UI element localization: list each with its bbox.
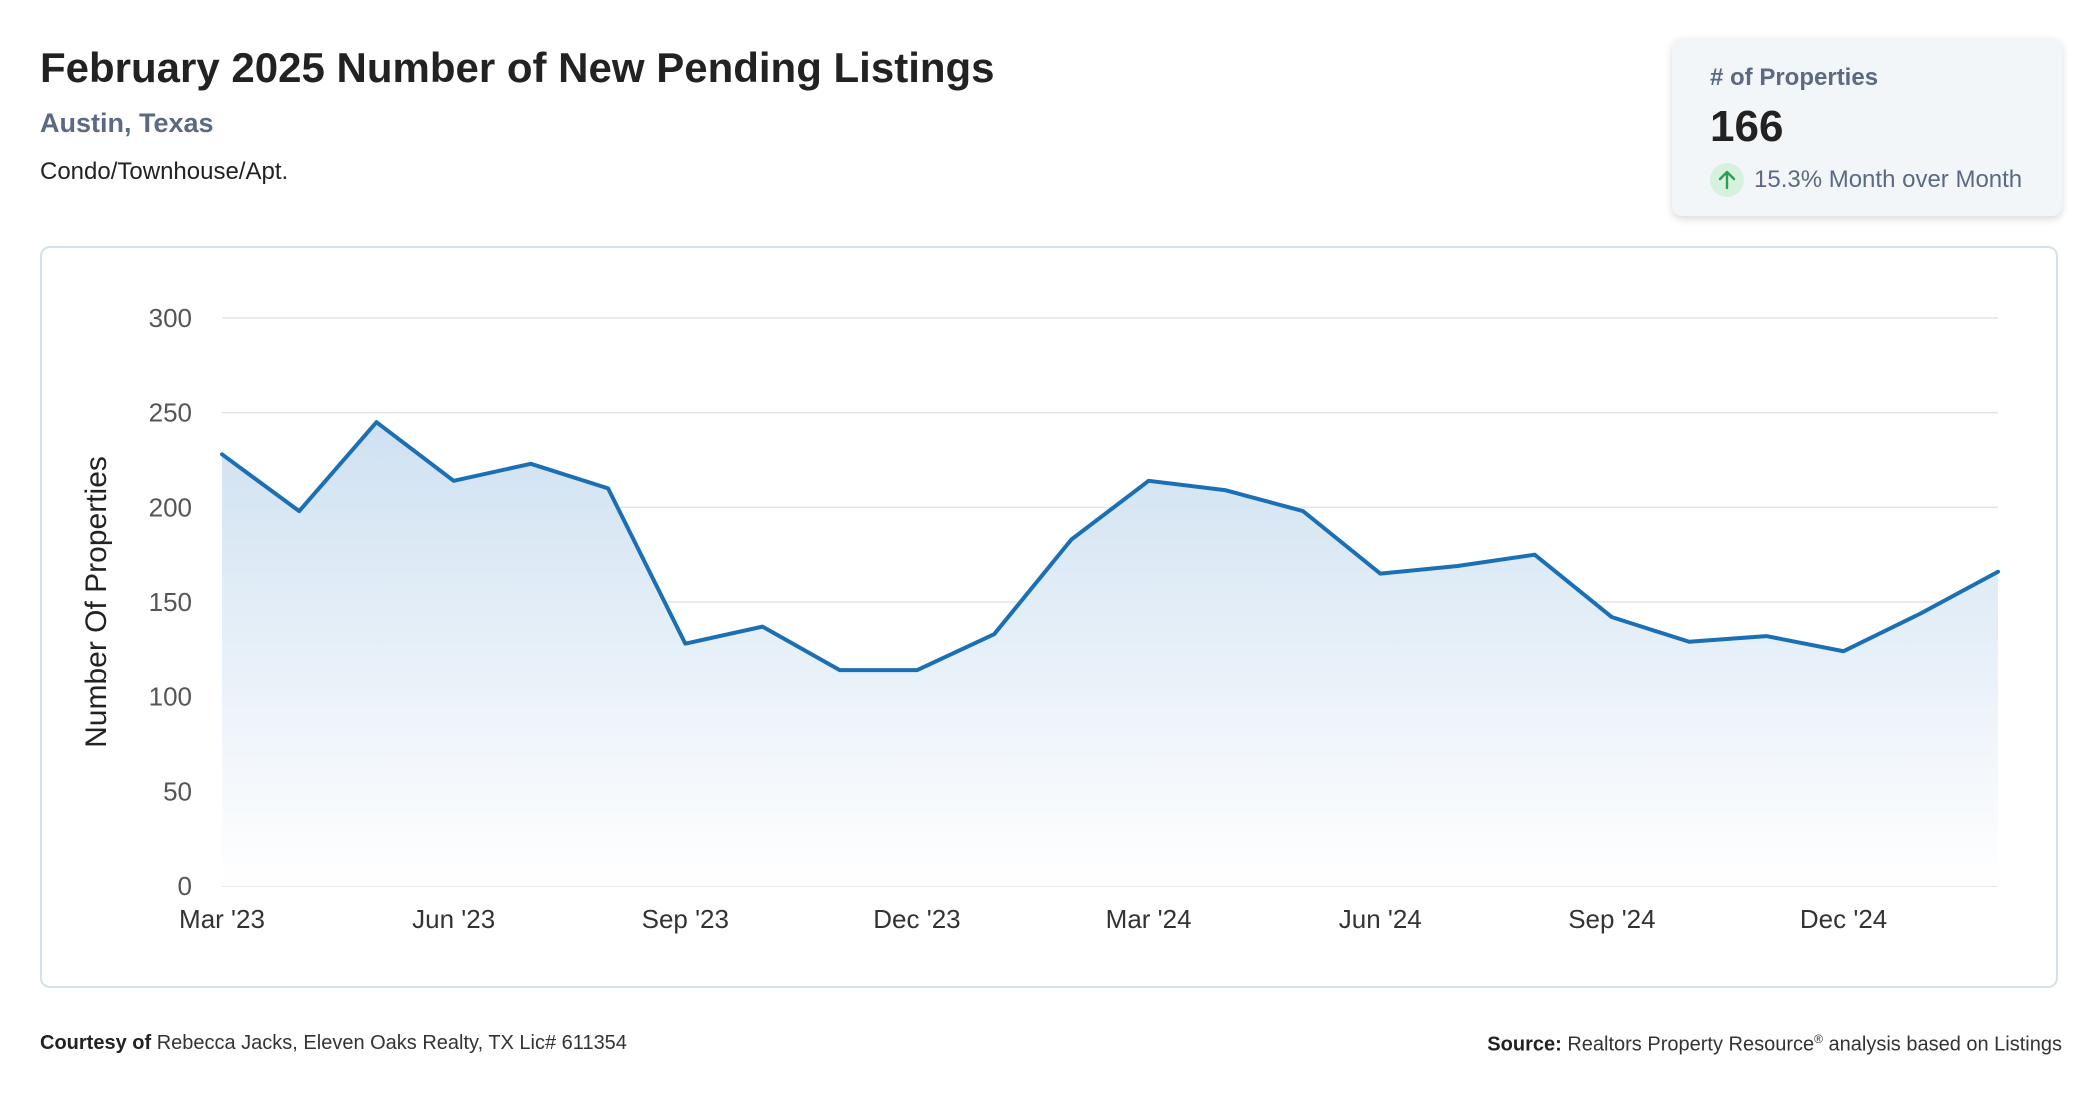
data-point	[1532, 552, 1538, 558]
x-tick-label: Sep '23	[642, 904, 729, 934]
source-text: Realtors Property Resource	[1567, 1033, 1815, 1056]
series-line	[220, 420, 2000, 673]
location-subtitle: Austin, Texas	[40, 108, 214, 138]
x-tick-label: Mar '24	[1106, 904, 1192, 934]
data-point	[1763, 633, 1769, 639]
line-area-chart: 0 50 100 150 200 250 300 Mar '23 Jun '23 Sep '23 D…	[80, 303, 2001, 934]
data-point	[837, 667, 843, 673]
y-tick-label: 200	[149, 492, 192, 522]
y-tick-label: 50	[163, 776, 192, 806]
x-tick-label: Dec '24	[1800, 904, 1887, 934]
x-tick-label: Jun '24	[1339, 904, 1422, 934]
data-point	[373, 419, 379, 425]
data-point	[991, 631, 997, 637]
data-point	[1686, 639, 1692, 645]
y-tick-label: 150	[149, 587, 192, 617]
data-point	[1918, 610, 1924, 616]
data-point	[296, 508, 302, 514]
data-point	[528, 461, 534, 467]
data-point	[914, 667, 920, 673]
y-axis-label: Number Of Properties	[80, 456, 113, 748]
arrow-up-icon	[1710, 163, 1744, 197]
x-tick-label: Dec '23	[873, 904, 960, 934]
source-footer: Source: Realtors Property Resource® anal…	[1487, 1032, 2062, 1057]
data-point	[1454, 563, 1460, 569]
courtesy-footer: Courtesy of Rebecca Jacks, Eleven Oaks R…	[40, 1032, 627, 1055]
data-point	[451, 478, 457, 484]
data-point	[219, 451, 225, 457]
data-point	[760, 624, 766, 630]
source-label: Source:	[1487, 1033, 1562, 1056]
series-area	[222, 422, 1998, 886]
y-tick-label: 100	[149, 682, 192, 712]
source-suffix: analysis based on Listings	[1828, 1033, 2062, 1056]
kpi-change-text: 15.3% Month over Month	[1754, 166, 2023, 193]
chart-container: 0 50 100 150 200 250 300 Mar '23 Jun '23 Sep '23 D…	[40, 246, 2058, 988]
data-point	[1841, 648, 1847, 654]
x-tick-label: Jun '23	[412, 904, 495, 934]
data-point	[1300, 508, 1306, 514]
y-tick-label: 0	[178, 871, 192, 901]
data-point	[1609, 614, 1615, 620]
page-title: February 2025 Number of New Pending List…	[40, 44, 995, 91]
kpi-change: 15.3% Month over Month	[1710, 162, 2022, 198]
data-point	[605, 485, 611, 491]
kpi-value: 166	[1710, 102, 1784, 151]
y-tick-label: 250	[149, 398, 192, 428]
data-point	[1995, 569, 2001, 575]
data-point	[1223, 487, 1229, 493]
x-tick-label: Sep '24	[1568, 904, 1655, 934]
data-point	[1146, 478, 1152, 484]
data-point	[682, 641, 688, 647]
y-tick-label: 300	[149, 303, 192, 333]
data-point	[1068, 537, 1074, 543]
kpi-label: # of Properties	[1710, 64, 1879, 91]
courtesy-text: Rebecca Jacks, Eleven Oaks Realty, TX Li…	[156, 1032, 627, 1054]
property-type-label: Condo/Townhouse/Apt.	[40, 158, 289, 185]
registered-mark: ®	[1814, 1032, 1823, 1046]
data-point	[1377, 571, 1383, 577]
courtesy-label: Courtesy of	[40, 1032, 152, 1054]
x-tick-label: Mar '23	[179, 904, 265, 934]
kpi-card: # of Properties 166 15.3% Month over Mon…	[1672, 38, 2062, 216]
